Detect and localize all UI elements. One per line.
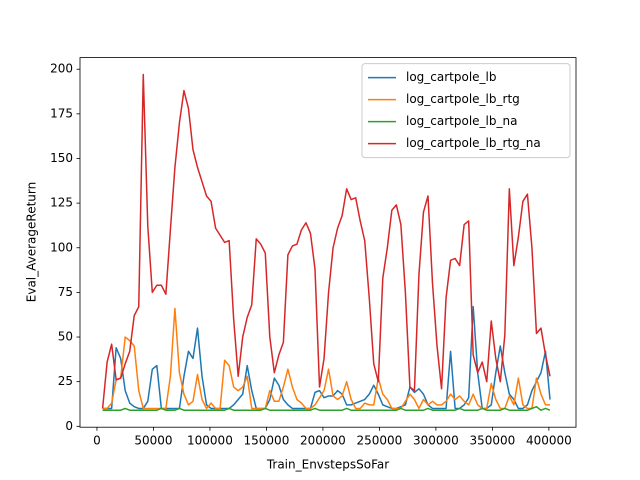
legend-label: log_cartpole_lb_na bbox=[406, 114, 517, 128]
y-tick-label: 175 bbox=[50, 106, 73, 120]
legend-label: log_cartpole_lb bbox=[406, 70, 497, 84]
y-tick-label: 125 bbox=[50, 196, 73, 210]
x-tick-label: 350000 bbox=[469, 434, 515, 448]
y-tick-label: 200 bbox=[50, 62, 73, 76]
series-line bbox=[102, 405, 551, 411]
plot-lines bbox=[101, 73, 551, 411]
legend-box bbox=[361, 63, 571, 159]
y-tick-label: 0 bbox=[65, 419, 73, 433]
series-line bbox=[102, 307, 551, 410]
y-tick-label: 25 bbox=[58, 374, 73, 388]
x-tick-label: 250000 bbox=[357, 434, 403, 448]
x-tick-label: 400000 bbox=[526, 434, 572, 448]
y-axis-label: Eval_AverageReturn bbox=[25, 182, 39, 302]
series-line bbox=[101, 73, 551, 409]
x-tick-label: 50000 bbox=[134, 434, 172, 448]
y-tick-label: 100 bbox=[50, 240, 73, 254]
x-tick-label: 100000 bbox=[187, 434, 233, 448]
series-line bbox=[102, 305, 551, 410]
y-tick-label: 150 bbox=[50, 151, 73, 165]
x-axis-label: Train_EnvstepsSoFar bbox=[266, 458, 389, 472]
x-tick-label: 200000 bbox=[300, 434, 346, 448]
legend-label: log_cartpole_lb_rtg_na bbox=[406, 136, 541, 150]
y-tick-label: 75 bbox=[58, 285, 73, 299]
legend-label: log_cartpole_lb_rtg bbox=[406, 92, 520, 106]
x-tick-label: 0 bbox=[93, 434, 101, 448]
x-tick-label: 300000 bbox=[413, 434, 459, 448]
y-tick-label: 50 bbox=[58, 330, 73, 344]
x-tick-label: 150000 bbox=[244, 434, 290, 448]
plot-frame bbox=[79, 57, 577, 428]
